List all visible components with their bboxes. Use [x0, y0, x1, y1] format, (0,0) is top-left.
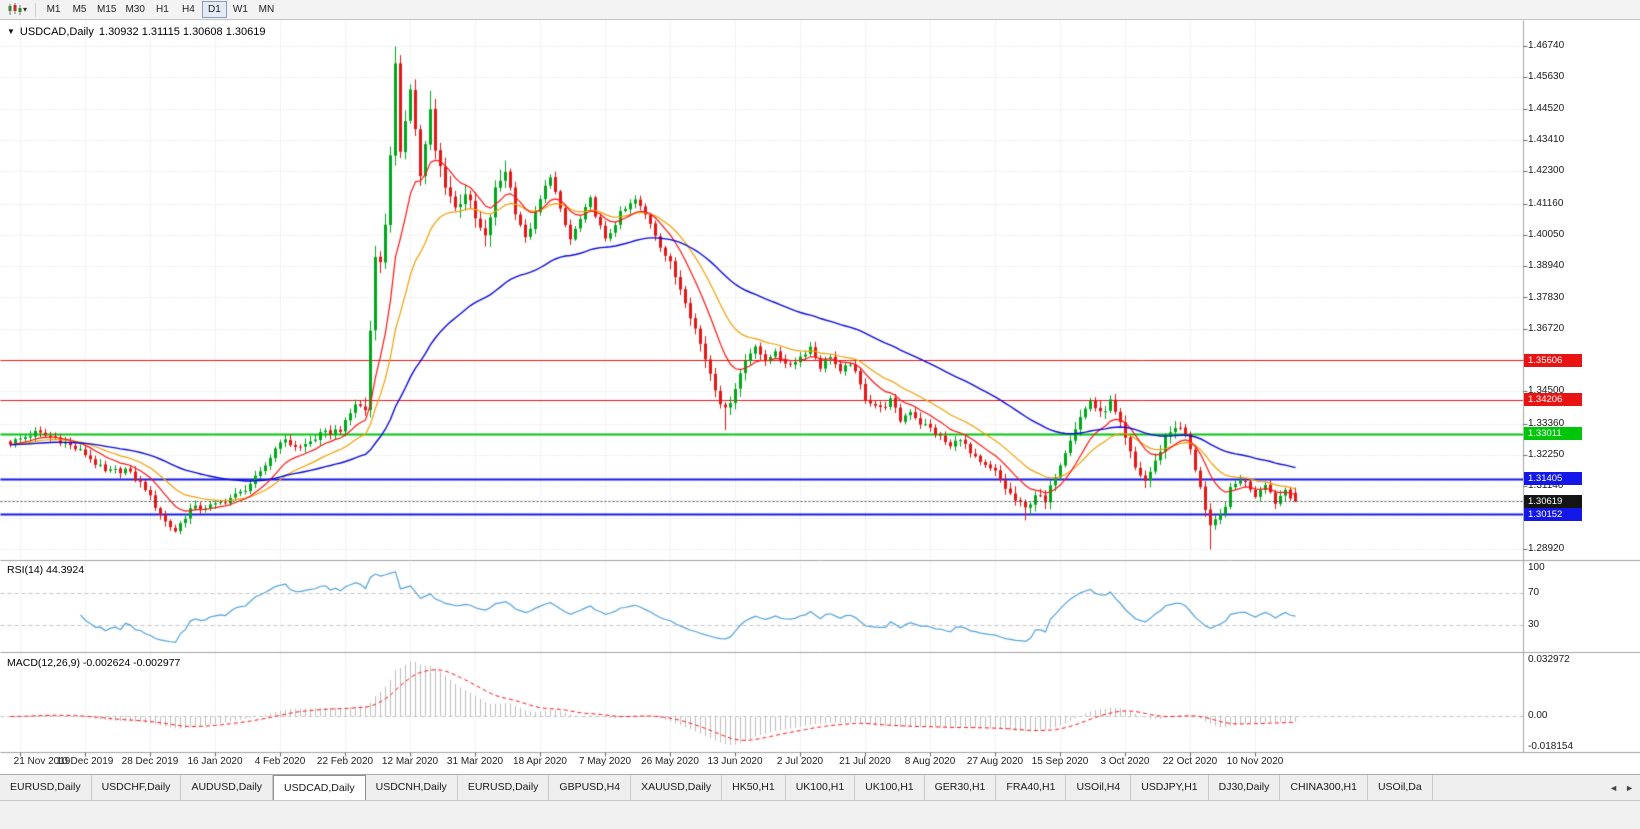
timeframe-button-m1[interactable]: M1: [46, 4, 61, 15]
macd-indicator-label: MACD(12,26,9) -0.002624 -0.002977: [7, 657, 180, 669]
status-bar: [0, 800, 1640, 829]
timeframe-button-mn[interactable]: MN: [258, 4, 275, 15]
rsi-axis-label: 30: [1528, 619, 1540, 631]
candlestick-chart-icon: [8, 3, 22, 15]
price-level-badge-1.31405: 1.31405: [1524, 472, 1582, 486]
date-axis-label: 22 Oct 2020: [1162, 756, 1218, 767]
chart-tab-gbpusd-h4[interactable]: GBPUSD,H4: [549, 775, 632, 800]
rsi-axis-label: 70: [1528, 586, 1540, 598]
chart-tab-usdcad-daily[interactable]: USDCAD,Daily: [273, 775, 366, 800]
price-level-badge-1.30619: 1.30619: [1524, 494, 1582, 508]
price-axis-label: 1.46740: [1528, 40, 1565, 51]
price-level-badge-1.33011: 1.33011: [1524, 427, 1582, 441]
date-axis-label: 22 Feb 2020: [316, 756, 374, 767]
date-axis-label: 26 May 2020: [641, 756, 699, 767]
chart-tab-fra40-h1[interactable]: FRA40,H1: [996, 775, 1067, 800]
price-axis-label: 1.32250: [1528, 449, 1565, 460]
chart-ohlc-values: 1.30932 1.31115 1.30608 1.30619: [98, 26, 266, 38]
price-axis-label: 1.38940: [1528, 260, 1565, 272]
chart-tab-eurusd-daily[interactable]: EURUSD,Daily: [0, 775, 92, 800]
rsi-axis-label: 100: [1528, 562, 1545, 573]
date-axis-label: 28 Dec 2019: [121, 756, 179, 767]
date-axis-label: 15 Sep 2020: [1031, 756, 1089, 767]
toolbar-separator: [35, 2, 37, 17]
macd-axis-label: 0.032972: [1528, 654, 1570, 665]
price-chart-canvas[interactable]: [0, 20, 1640, 774]
chart-tab-audusd-daily[interactable]: AUDUSD,Daily: [181, 775, 274, 800]
timeframe-button-h1[interactable]: H1: [156, 4, 169, 15]
rsi-name: RSI(14): [7, 564, 44, 576]
date-axis-label: 3 Oct 2020: [1100, 756, 1150, 767]
date-axis-label: 21 Nov 2019: [13, 756, 71, 767]
date-axis-label: 16 Jan 2020: [187, 756, 243, 767]
timeframe-button-d1[interactable]: D1: [201, 1, 227, 18]
price-axis-label: 1.44520: [1528, 102, 1565, 114]
chart-tab-usdcnh-daily[interactable]: USDCNH,Daily: [365, 775, 458, 800]
tab-scroll-right-button[interactable]: ►: [1625, 782, 1634, 793]
price-axis-label: 1.31140: [1528, 480, 1564, 492]
price-level-badge-1.34206: 1.34206: [1524, 393, 1582, 407]
timeframe-toolbar: ▾ M1 M5 M15 M30 H1 H4 D1 W1 MN: [0, 0, 1640, 20]
chart-tab-hk50-h1[interactable]: HK50,H1: [722, 775, 786, 800]
dropdown-caret-icon: ▾: [23, 4, 28, 14]
chart-tab-usoil-da[interactable]: USOil,Da: [1367, 775, 1433, 800]
chart-tabbar: EURUSD,Daily USDCHF,Daily AUDUSD,Daily USDC…: [0, 774, 1640, 800]
rsi-value: 44.3924: [46, 564, 85, 576]
chart-region: ▼ USDCAD,Daily 1.30932 1.31115 1.30608 1.3…: [0, 20, 1640, 774]
price-axis-label: 1.40050: [1528, 228, 1565, 240]
chart-tab-xauusd-daily[interactable]: XAUUSD,Daily: [631, 775, 723, 800]
price-axis-label: 1.45630: [1528, 71, 1565, 83]
date-axis-label: 21 Jul 2020: [839, 756, 891, 767]
timeframe-buttons: M1 M5 M15 M30 H1 H4 D1 W1 MN: [41, 0, 280, 20]
price-axis-label: 1.36720: [1528, 322, 1565, 334]
chart-tab-dj30-daily[interactable]: DJ30,Daily: [1208, 775, 1281, 800]
chart-tab-china300-h1[interactable]: CHINA300,H1: [1280, 775, 1368, 800]
price-axis-label: 1.34500: [1528, 385, 1565, 397]
price-level-badge-1.35606: 1.35606: [1524, 353, 1582, 367]
macd-values: -0.002624 -0.002977: [82, 657, 181, 669]
rsi-indicator-label: RSI(14) 44.3924: [7, 564, 84, 576]
chart-tab-usdchf-daily[interactable]: USDCHF,Daily: [91, 775, 182, 800]
chart-tab-usdjpy-h1[interactable]: USDJPY,H1: [1131, 775, 1209, 800]
price-axis-label: 1.37830: [1528, 291, 1565, 303]
price-axis-label: 1.28920: [1528, 543, 1565, 554]
date-axis-label: 10 Nov 2020: [1226, 756, 1284, 767]
chart-tab-ger30-h1[interactable]: GER30,H1: [924, 775, 997, 800]
price-axis-label: 1.42300: [1528, 165, 1565, 177]
date-axis-label: 27 Aug 2020: [966, 756, 1024, 767]
timeframe-button-m5[interactable]: M5: [72, 4, 87, 15]
chart-tab-eurusd-daily[interactable]: EURUSD,Daily: [457, 775, 550, 800]
price-axis-label: 1.41160: [1528, 197, 1564, 209]
date-axis-label: 2 Jul 2020: [776, 756, 824, 767]
date-axis-label: 8 Aug 2020: [904, 756, 956, 767]
tab-scroll-arrows: ◄ ►: [1606, 775, 1637, 800]
price-axis-label: 1.43410: [1528, 133, 1565, 145]
date-axis-label: 4 Feb 2020: [254, 756, 306, 767]
one-click-trading-toggle[interactable]: ▼: [7, 27, 15, 36]
chart-symbol-label: USDCAD,Daily: [19, 26, 94, 38]
price-axis-label: 1.33360: [1528, 417, 1565, 429]
chart-tab-usoil-h4[interactable]: USOil,H4: [1066, 775, 1132, 800]
timeframe-button-w1[interactable]: W1: [232, 4, 248, 15]
date-axis-label: 13 Jun 2020: [707, 756, 763, 767]
timeframe-button-m30[interactable]: M30: [125, 4, 145, 15]
tab-scroll-left-button[interactable]: ◄: [1609, 782, 1619, 793]
price-level-badge-1.30152: 1.30152: [1524, 507, 1582, 521]
date-axis-label: 31 Mar 2020: [446, 756, 504, 767]
macd-name: MACD(12,26,9): [7, 657, 80, 669]
chart-tabs: EURUSD,Daily USDCHF,Daily AUDUSD,Daily USDC…: [0, 775, 1602, 800]
macd-axis-label: -0.018154: [1528, 740, 1574, 752]
chart-tab-uk100-h1[interactable]: UK100,H1: [855, 775, 925, 800]
date-axis-label: 18 Apr 2020: [513, 756, 567, 767]
date-axis-label: 7 May 2020: [578, 756, 632, 767]
chart-title: ▼ USDCAD,Daily 1.30932 1.31115 1.30608 1.3…: [7, 26, 265, 38]
timeframe-button-m15[interactable]: M15: [97, 4, 117, 15]
date-axis-label: 10 Dec 2019: [56, 756, 114, 767]
date-axis-label: 12 Mar 2020: [381, 756, 439, 767]
timeframe-button-h4[interactable]: H4: [182, 4, 195, 15]
period-dropdown-icon[interactable]: ▾: [4, 1, 30, 19]
macd-axis-label: 0.00: [1528, 710, 1548, 721]
chart-tab-uk100-h1[interactable]: UK100,H1: [785, 775, 856, 800]
